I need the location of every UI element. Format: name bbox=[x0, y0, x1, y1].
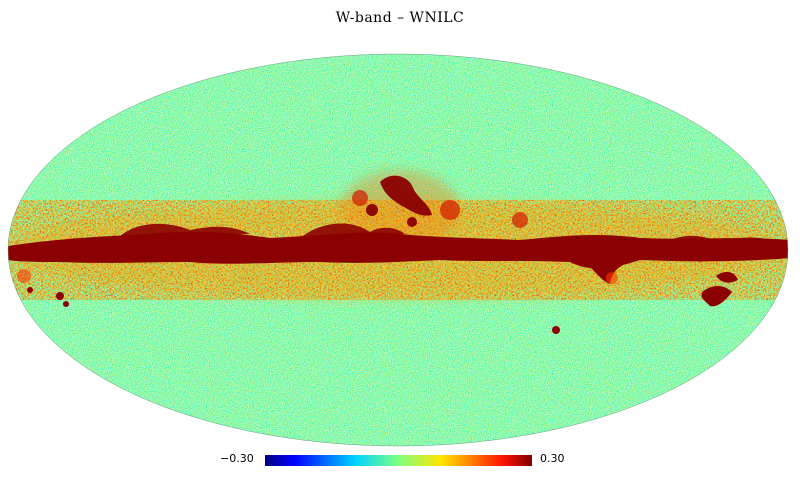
map-title: W-band – WNILC bbox=[335, 10, 465, 26]
colorbar bbox=[265, 455, 532, 466]
southern-red-patches bbox=[27, 271, 738, 334]
colorbar-max-label: 0.30 bbox=[540, 452, 565, 465]
galactic-plane-band bbox=[8, 223, 788, 284]
north-polar-spur bbox=[366, 175, 432, 227]
colorbar-min-label: −0.30 bbox=[220, 452, 254, 465]
sky-map bbox=[7, 53, 789, 447]
